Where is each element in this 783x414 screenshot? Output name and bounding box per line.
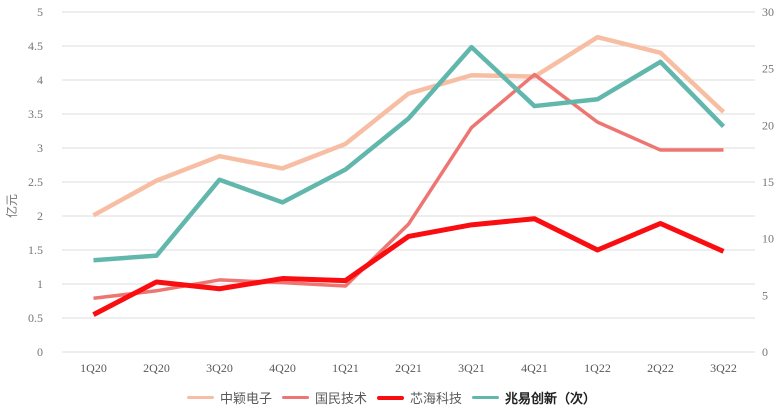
legend-label: 芯海科技 (410, 391, 463, 406)
series-line-1 (93, 72, 724, 301)
legend-swatch-icon (377, 395, 404, 400)
legend-swatch-icon (186, 395, 214, 400)
x-axis-tick-label: 1Q21 (332, 361, 359, 375)
y-axis-left-tick-label: 4.5 (28, 39, 43, 53)
x-axis-tick-label: 3Q21 (458, 361, 485, 375)
y-axis-left-tick-label: 0 (37, 345, 43, 359)
y-axis-title: 亿元 (4, 194, 19, 218)
x-axis-tick-label: 2Q21 (395, 361, 422, 375)
legend-item-3[interactable]: 兆易创新（次） (472, 388, 596, 407)
series-line-2 (92, 216, 725, 317)
legend-label: 中颖电子 (219, 391, 272, 406)
y-axis-right-tick-label: 30 (762, 5, 774, 19)
y-axis-left-tick-label: 2.5 (28, 175, 43, 189)
x-axis-tick-label: 4Q21 (521, 361, 548, 375)
series-line-0 (92, 34, 726, 218)
y-axis-left-tick-label: 0.5 (28, 311, 43, 325)
y-axis-right-tick-label: 15 (762, 175, 774, 189)
series-line-3 (93, 44, 726, 263)
y-axis-left-tick-label: 1.5 (28, 243, 43, 257)
x-axis-tick-label: 2Q20 (143, 361, 170, 375)
x-axis-tick-label: 3Q22 (710, 361, 737, 375)
y-axis-left-tick-label: 4 (37, 73, 43, 87)
y-axis-right-tick-label: 0 (762, 345, 768, 359)
y-axis-right-tick-label: 5 (762, 288, 768, 302)
x-axis-tick-label: 2Q22 (647, 361, 674, 375)
x-axis-tick-label: 3Q20 (206, 361, 233, 375)
x-axis-tick-label: 4Q20 (269, 361, 296, 375)
y-axis-left-tick-label: 3.5 (28, 107, 43, 121)
y-axis-left-tick-label: 3 (37, 141, 43, 155)
x-axis-tick-label: 1Q22 (584, 361, 611, 375)
legend-item-0[interactable]: 中颖电子 (186, 388, 272, 407)
legend-item-2[interactable]: 芯海科技 (377, 388, 462, 407)
legend-swatch-icon (281, 396, 309, 399)
legend-label: 兆易创新（次） (505, 391, 597, 406)
y-axis-right-tick-label: 25 (762, 62, 774, 76)
y-axis-left-tick-label: 1 (37, 277, 43, 291)
chart-legend: 中颖电子 国民技术 芯海科技 兆易创新（次） (0, 388, 783, 407)
y-axis-left-tick-label: 5 (37, 5, 43, 19)
y-axis-left-tick-label: 2 (37, 209, 43, 223)
y-axis-right-tick-label: 10 (762, 232, 774, 246)
legend-swatch-icon (472, 395, 500, 400)
y-axis-right-tick-label: 20 (762, 118, 774, 132)
legend-item-1[interactable]: 国民技术 (281, 388, 367, 407)
legend-label: 国民技术 (314, 391, 367, 406)
x-axis-tick-label: 1Q20 (80, 361, 107, 375)
